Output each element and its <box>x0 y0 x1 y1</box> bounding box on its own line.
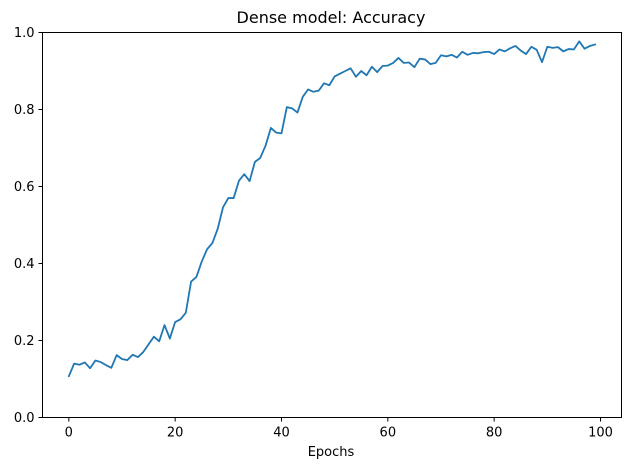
y-axis-ticks: 0.0 0.2 0.4 0.6 0.8 1.0 <box>14 26 43 426</box>
y-tick-label: 0.2 <box>14 334 35 349</box>
chart-title: Dense model: Accuracy <box>237 8 426 27</box>
x-tick-label: 40 <box>273 426 290 441</box>
y-tick-label: 0.4 <box>14 257 35 272</box>
x-axis-label: Epochs <box>308 445 355 460</box>
x-tick-label: 80 <box>486 426 503 441</box>
y-tick-label: 0.6 <box>14 180 35 195</box>
x-axis-ticks: 0 20 40 60 80 100 <box>65 417 613 441</box>
x-tick-label: 20 <box>167 426 184 441</box>
x-tick-label: 60 <box>380 426 397 441</box>
y-tick-label: 0.0 <box>14 411 35 426</box>
x-tick-label: 0 <box>65 426 73 441</box>
y-tick-label: 0.8 <box>14 103 35 118</box>
y-tick-label: 1.0 <box>14 26 35 41</box>
x-tick-label: 100 <box>588 426 613 441</box>
series-line-accuracy <box>67 40 597 378</box>
plot-frame <box>42 32 622 418</box>
